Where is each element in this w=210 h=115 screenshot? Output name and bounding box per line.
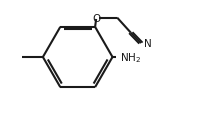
Text: NH$_2$: NH$_2$ [120, 51, 141, 64]
Text: N: N [144, 39, 151, 49]
Text: O: O [92, 13, 100, 23]
